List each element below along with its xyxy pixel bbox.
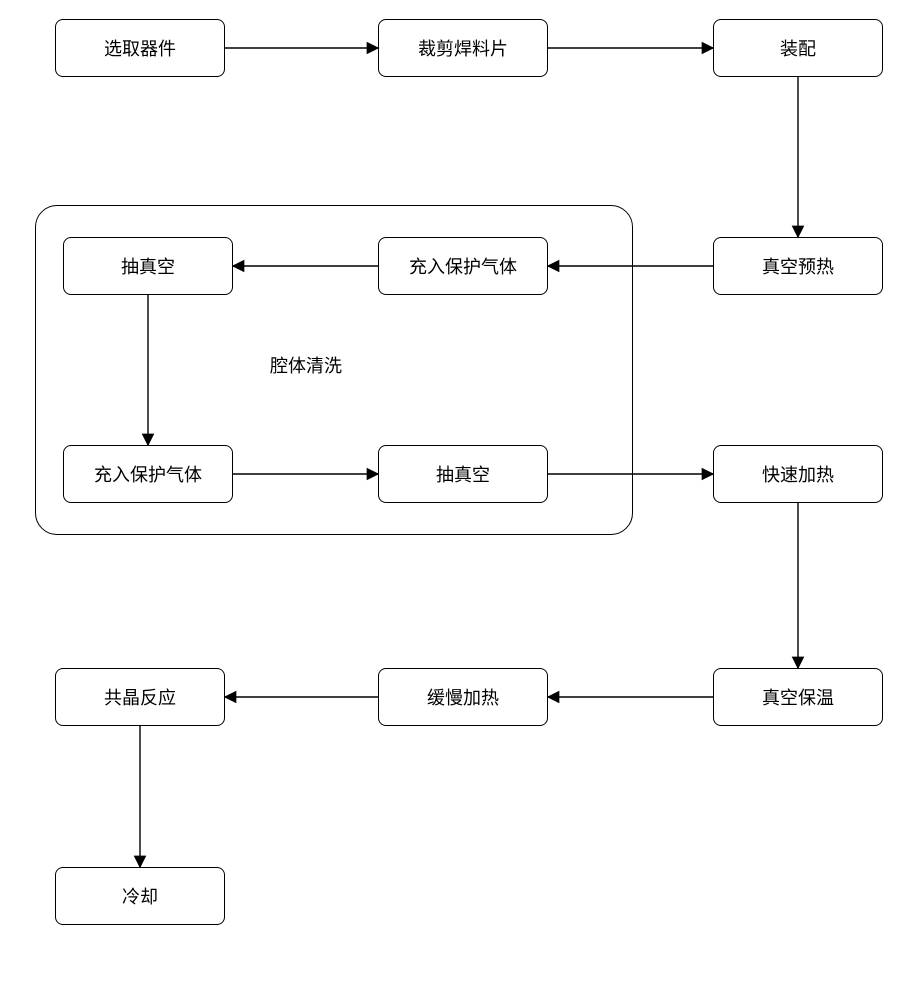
step-assemble: 装配 [713,19,883,77]
step-vacuum-preheat: 真空预热 [713,237,883,295]
step-fill-gas-2: 充入保护气体 [63,445,233,503]
step-evacuate-1: 抽真空 [63,237,233,295]
step-select-device: 选取器件 [55,19,225,77]
step-vacuum-hold: 真空保温 [713,668,883,726]
step-eutectic-reaction: 共晶反应 [55,668,225,726]
step-cut-solder-sheet: 裁剪焊料片 [378,19,548,77]
step-slow-heat: 缓慢加热 [378,668,548,726]
step-cooling: 冷却 [55,867,225,925]
step-evacuate-2: 抽真空 [378,445,548,503]
step-rapid-heat: 快速加热 [713,445,883,503]
cavity-cleaning-label: 腔体清洗 [270,352,342,378]
step-fill-gas-1: 充入保护气体 [378,237,548,295]
